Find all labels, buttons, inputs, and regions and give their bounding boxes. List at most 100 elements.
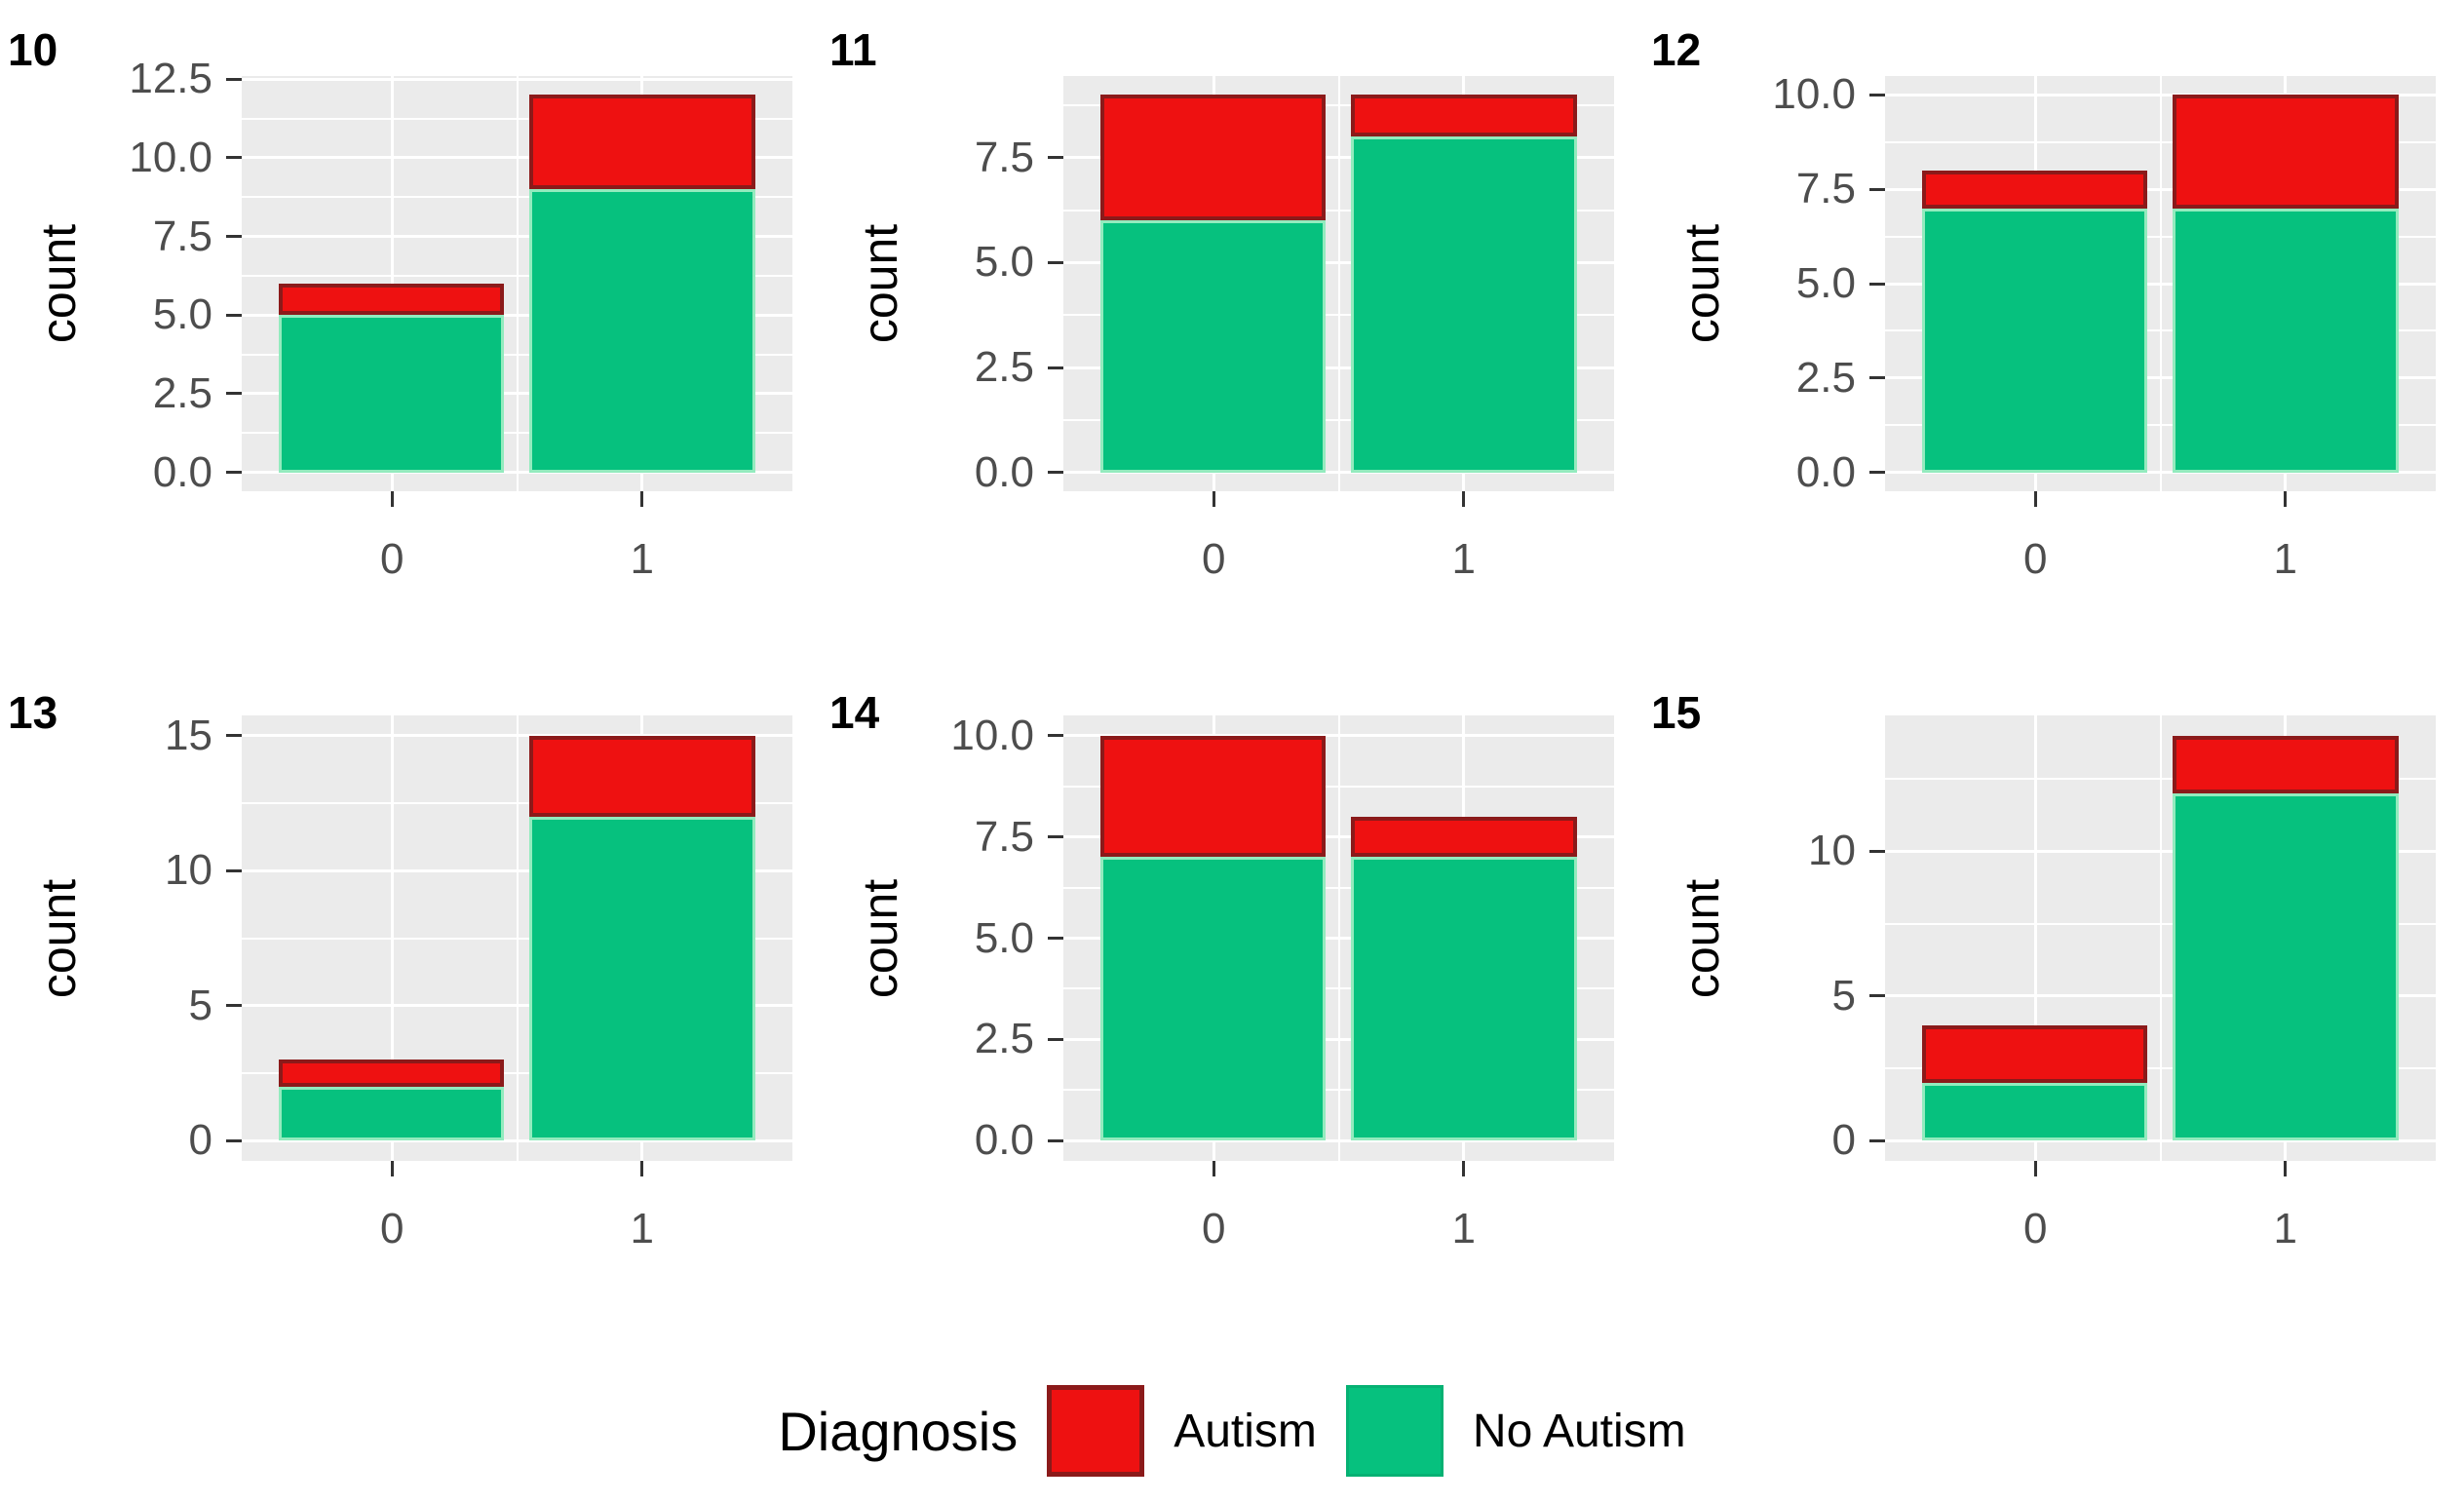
gridline-minor-vertical bbox=[516, 76, 519, 491]
y-tick-mark bbox=[226, 235, 242, 239]
y-tick-label: 10 bbox=[165, 846, 212, 895]
y-tick-label: 2.5 bbox=[152, 368, 212, 417]
y-tick-mark bbox=[226, 734, 242, 738]
bar-segment-autism bbox=[279, 284, 505, 316]
bar-segment-no-autism bbox=[2173, 793, 2399, 1141]
bar-segment-autism bbox=[2173, 95, 2399, 209]
x-tick-mark bbox=[1212, 491, 1215, 507]
x-tick-label: 1 bbox=[630, 1205, 654, 1252]
x-tick-label: 1 bbox=[1451, 1205, 1476, 1252]
chart-panel bbox=[1063, 76, 1614, 491]
chart-panel bbox=[1063, 715, 1614, 1161]
x-tick-label: 0 bbox=[1201, 1205, 1226, 1252]
bar-segment-no-autism bbox=[279, 315, 505, 473]
y-tick-label: 2.5 bbox=[974, 1015, 1034, 1063]
bar-segment-no-autism bbox=[1351, 136, 1577, 473]
x-tick-label: 1 bbox=[2273, 1205, 2297, 1252]
y-tick-mark bbox=[1869, 93, 1885, 96]
chart-title: 12 bbox=[1651, 24, 1702, 75]
bar-segment-autism bbox=[1100, 735, 1327, 858]
y-tick-mark bbox=[1869, 187, 1885, 191]
chart-cell-15: 15 count 0 5 10 0 1 bbox=[1643, 639, 2464, 1283]
legend-label-autism: Autism bbox=[1174, 1405, 1317, 1457]
legend: Diagnosis Autism No Autism bbox=[0, 1372, 2464, 1489]
bar-segment-no-autism bbox=[1100, 220, 1327, 473]
x-tick-mark bbox=[1212, 1161, 1215, 1176]
y-tick-label: 0.0 bbox=[152, 447, 212, 496]
x-tick-label: 1 bbox=[1451, 535, 1476, 583]
bar-segment-no-autism bbox=[1351, 857, 1577, 1141]
y-tick-label: 7.5 bbox=[152, 212, 212, 260]
bar-segment-no-autism bbox=[529, 816, 755, 1141]
x-tick-mark bbox=[390, 1161, 394, 1176]
bar-segment-autism bbox=[529, 735, 755, 817]
chart-title: 15 bbox=[1651, 687, 1702, 738]
y-tick-label: 12.5 bbox=[129, 55, 212, 103]
y-tick-label: 0.0 bbox=[974, 447, 1034, 496]
legend-title: Diagnosis bbox=[778, 1400, 1019, 1462]
chart-panel bbox=[1885, 715, 2436, 1161]
y-tick-mark bbox=[1048, 937, 1063, 940]
x-tick-mark bbox=[2033, 1161, 2037, 1176]
x-tick-label: 0 bbox=[1201, 535, 1226, 583]
y-tick-label: 10.0 bbox=[950, 711, 1034, 759]
y-tick-mark bbox=[226, 868, 242, 872]
chart-title: 10 bbox=[8, 24, 58, 75]
y-tick-mark bbox=[1048, 260, 1063, 264]
y-tick-mark bbox=[1048, 734, 1063, 738]
chart-panel bbox=[242, 715, 792, 1161]
x-tick-mark bbox=[2284, 1161, 2288, 1176]
y-tick-label: 2.5 bbox=[974, 343, 1034, 392]
legend-label-no-autism: No Autism bbox=[1472, 1405, 1686, 1457]
y-tick-mark bbox=[1869, 282, 1885, 286]
gridline-minor-vertical bbox=[1337, 76, 1340, 491]
x-tick-label: 0 bbox=[379, 535, 404, 583]
y-tick-mark bbox=[1048, 1037, 1063, 1041]
bar-segment-no-autism bbox=[1922, 1082, 2148, 1141]
bar-segment-no-autism bbox=[1100, 857, 1327, 1141]
y-tick-label: 10.0 bbox=[1772, 70, 1856, 119]
y-tick-mark bbox=[226, 156, 242, 160]
bar-segment-autism bbox=[1351, 95, 1577, 137]
y-tick-mark bbox=[226, 313, 242, 317]
bar-segment-no-autism bbox=[279, 1086, 505, 1141]
x-tick-label: 0 bbox=[379, 1205, 404, 1252]
x-tick-label: 0 bbox=[2022, 1205, 2048, 1252]
y-tick-label: 5.0 bbox=[974, 238, 1034, 287]
y-tick-mark bbox=[226, 77, 242, 81]
x-tick-label: 0 bbox=[2022, 535, 2048, 583]
gridline-minor-vertical bbox=[2159, 715, 2162, 1161]
y-tick-label: 7.5 bbox=[1795, 165, 1856, 213]
y-tick-label: 10 bbox=[1808, 827, 1856, 875]
y-tick-mark bbox=[226, 1138, 242, 1142]
bar-segment-autism bbox=[1100, 95, 1327, 221]
bar-segment-autism bbox=[279, 1060, 505, 1087]
x-tick-label: 1 bbox=[630, 535, 654, 583]
x-tick-mark bbox=[2284, 491, 2288, 507]
gridline-minor-vertical bbox=[2159, 76, 2162, 491]
legend-item-autism: Autism bbox=[1047, 1385, 1317, 1477]
y-tick-mark bbox=[226, 392, 242, 396]
y-tick-mark bbox=[1869, 849, 1885, 853]
chart-panel bbox=[1885, 76, 2436, 491]
bar-segment-no-autism bbox=[1922, 208, 2148, 473]
y-tick-mark bbox=[1869, 471, 1885, 475]
x-tick-label: 1 bbox=[2273, 535, 2297, 583]
y-tick-label: 0.0 bbox=[1795, 447, 1856, 496]
y-tick-label: 0 bbox=[188, 1116, 212, 1165]
bar-segment-no-autism bbox=[2173, 208, 2399, 473]
bar-segment-autism bbox=[2173, 735, 2399, 794]
y-tick-label: 7.5 bbox=[974, 133, 1034, 181]
chart-cell-10: 10 count 0.0 2.5 5.0 7.5 10.0 12.5 0 1 bbox=[0, 0, 821, 643]
chart-panel bbox=[242, 76, 792, 491]
bar-segment-autism bbox=[1922, 1024, 2148, 1083]
legend-swatch-autism-icon bbox=[1047, 1385, 1145, 1477]
chart-title: 11 bbox=[829, 24, 877, 75]
y-tick-mark bbox=[1048, 156, 1063, 160]
y-tick-mark bbox=[1869, 376, 1885, 380]
y-tick-label: 5 bbox=[188, 981, 212, 1029]
y-tick-label: 0 bbox=[1831, 1116, 1856, 1165]
legend-swatch-no-autism-icon bbox=[1345, 1385, 1444, 1477]
chart-cell-13: 13 count 0 5 10 15 0 1 bbox=[0, 639, 821, 1283]
